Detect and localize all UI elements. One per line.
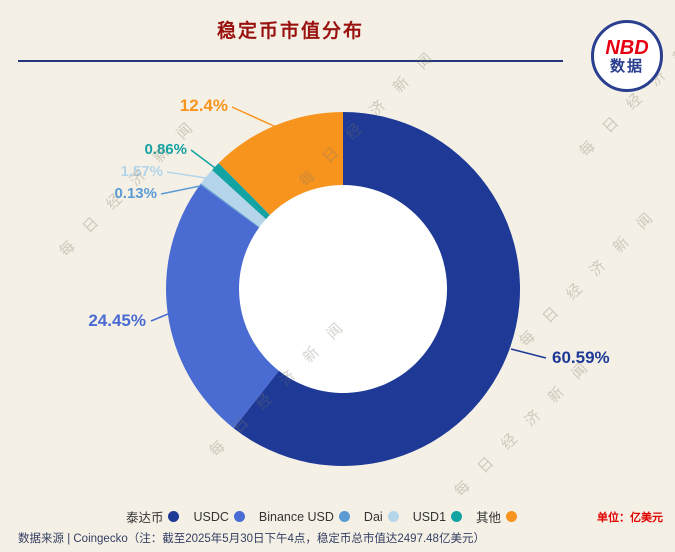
legend-dot-4 xyxy=(451,511,463,522)
legend-item-2: Binance USD xyxy=(259,510,350,524)
legend-item-5: 其他 xyxy=(476,507,518,526)
slice-label-1: 24.45% xyxy=(88,311,146,330)
legend-item-4: USD1 xyxy=(412,509,463,524)
pie-slice-4 xyxy=(212,163,270,220)
legend-dot-1 xyxy=(233,511,245,522)
legend-dot-5 xyxy=(506,511,518,522)
legend-item-3: Dai xyxy=(364,510,399,524)
slice-label-0: 60.59% xyxy=(552,348,610,367)
legend-label-2: Binance USD xyxy=(258,509,334,524)
nbd-logo-subtext: 数据 xyxy=(609,58,644,75)
legend: 泰达币 USDC Binance USD Dai USD1 其他 xyxy=(60,507,583,526)
pie-slice-2 xyxy=(200,183,260,228)
slice-label-5: 12.4% xyxy=(180,96,228,115)
legend-item-1: USDC xyxy=(193,509,245,524)
leader-line-0 xyxy=(510,348,547,359)
nbd-logo-text: NBD xyxy=(605,37,649,59)
leader-line-4 xyxy=(190,149,216,169)
legend-dot-3 xyxy=(387,511,399,522)
legend-label-5: 其他 xyxy=(476,511,502,525)
pie-slice-1 xyxy=(166,184,279,429)
leader-line-5 xyxy=(231,106,277,128)
source-note: 数据来源 | Coingecko（注：截至2025年5月30日下午4点，稳定币总… xyxy=(18,533,485,545)
legend-label-1: USDC xyxy=(193,509,229,524)
legend-dot-2 xyxy=(338,511,350,522)
leader-line-1 xyxy=(150,313,169,322)
legend-label-4: USD1 xyxy=(412,509,447,524)
slice-label-3: 1.57% xyxy=(120,163,163,180)
legend-dot-0 xyxy=(168,511,180,522)
nbd-logo: NBD 数据 xyxy=(591,20,663,92)
chart-title: 稳定币市值分布 xyxy=(216,21,364,42)
pie-slice-3 xyxy=(200,170,266,227)
donut-hole xyxy=(238,184,448,394)
leader-line-3 xyxy=(166,171,207,179)
slice-label-2: 0.13% xyxy=(114,185,157,202)
leader-line-2 xyxy=(160,185,201,195)
title-divider xyxy=(18,60,563,62)
legend-label-0: 泰达币 xyxy=(125,511,164,525)
pie-slice-5 xyxy=(218,112,343,215)
slice-label-4: 0.86% xyxy=(144,141,187,158)
unit-label: 单位：亿美元 xyxy=(597,512,663,524)
pie-slice-0 xyxy=(233,111,521,467)
legend-label-3: Dai xyxy=(363,509,383,524)
legend-item-0: 泰达币 xyxy=(126,507,180,526)
